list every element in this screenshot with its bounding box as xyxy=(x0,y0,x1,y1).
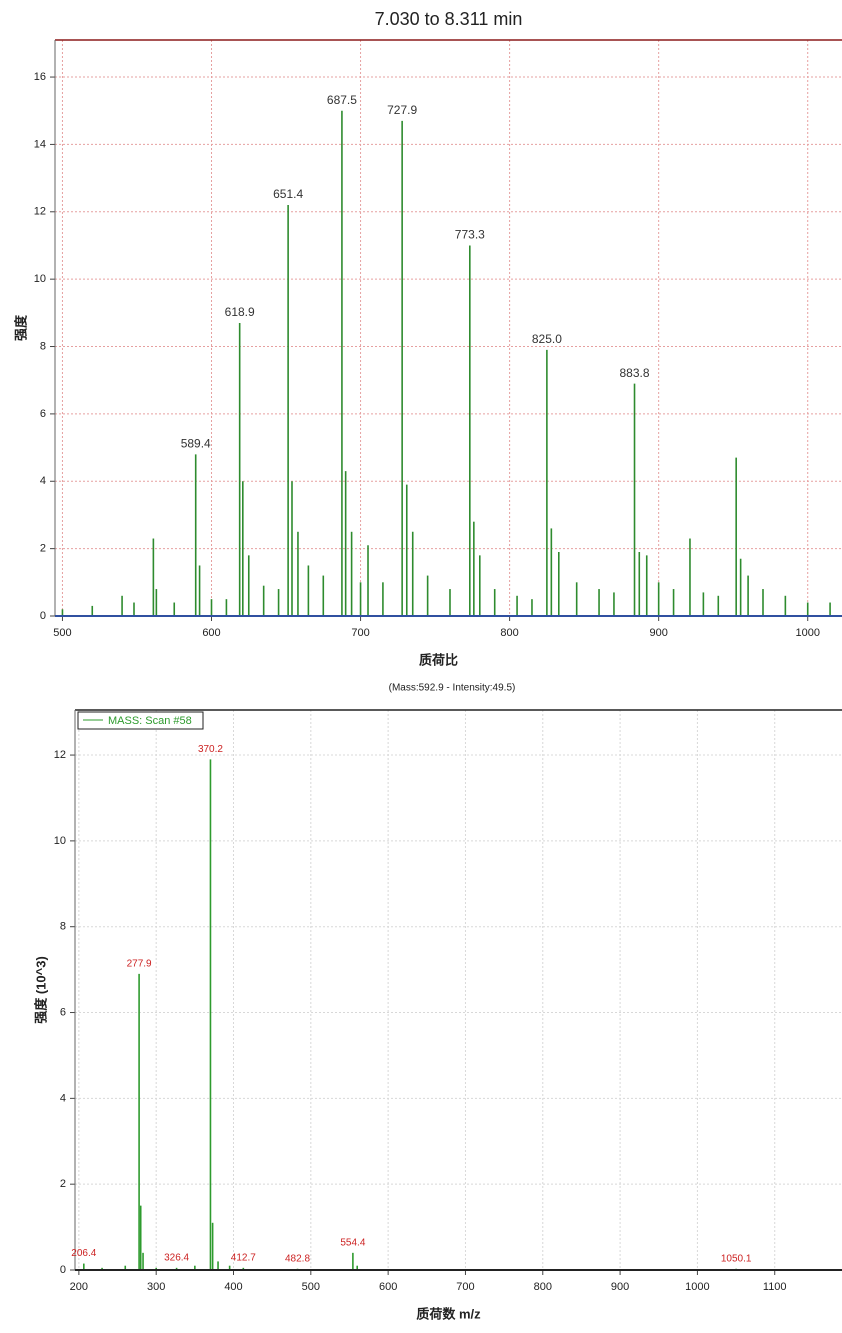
y-tick-label: 4 xyxy=(40,475,46,487)
x-tick-label: 1100 xyxy=(763,1281,787,1293)
x-tick-label: 600 xyxy=(379,1281,397,1293)
peak-label: 412.7 xyxy=(231,1252,256,1263)
y-tick-label: 16 xyxy=(34,71,46,83)
y-tick-label: 0 xyxy=(60,1264,66,1276)
y-tick-label: 2 xyxy=(60,1178,66,1190)
x-tick-label: 1000 xyxy=(685,1281,709,1293)
y-tick-label: 14 xyxy=(34,138,46,150)
x-tick-label: 500 xyxy=(302,1281,320,1293)
peak-label: 482.8 xyxy=(285,1253,310,1264)
x-tick-label: 900 xyxy=(611,1281,629,1293)
y-tick-label: 0 xyxy=(40,610,46,622)
x-tick-label: 1000 xyxy=(795,627,819,639)
x-tick-label: 800 xyxy=(534,1281,552,1293)
peak-label: 277.9 xyxy=(127,959,152,970)
peak-label: 727.9 xyxy=(387,103,417,117)
y-tick-label: 8 xyxy=(40,340,46,352)
chart-subtitle: (Mass:592.9 - Intensity:49.5) xyxy=(389,683,516,694)
x-tick-label: 600 xyxy=(202,627,220,639)
peak-label: 651.4 xyxy=(273,187,303,201)
peak-label: 687.5 xyxy=(327,93,357,107)
peak-label: 825.0 xyxy=(532,332,562,346)
peak-label: 326.4 xyxy=(164,1252,189,1263)
x-tick-label: 400 xyxy=(224,1281,242,1293)
x-tick-label: 900 xyxy=(649,627,667,639)
y-tick-label: 4 xyxy=(60,1092,66,1104)
peak-label: 589.4 xyxy=(181,436,211,450)
peak-label: 618.9 xyxy=(225,305,255,319)
y-tick-label: 6 xyxy=(40,408,46,420)
peak-label: 206.4 xyxy=(71,1248,96,1259)
x-tick-label: 700 xyxy=(456,1281,474,1293)
peak-label: 773.3 xyxy=(455,228,485,242)
x-tick-label: 300 xyxy=(147,1281,165,1293)
peak-label: 883.8 xyxy=(620,366,650,380)
legend-label: MASS: Scan #58 xyxy=(108,715,192,727)
x-tick-label: 800 xyxy=(500,627,518,639)
peak-label: 554.4 xyxy=(340,1237,365,1248)
x-axis-label: 质荷数 m/z xyxy=(416,1306,481,1321)
x-tick-label: 200 xyxy=(70,1281,88,1293)
y-tick-label: 10 xyxy=(34,273,46,285)
y-tick-label: 12 xyxy=(34,206,46,218)
y-axis-label: 强度 (10^3) xyxy=(33,956,48,1024)
y-axis-label: 强度 xyxy=(13,314,28,341)
y-tick-label: 6 xyxy=(60,1006,66,1018)
y-tick-label: 8 xyxy=(60,921,66,933)
x-axis-label: 质荷比 xyxy=(419,652,458,667)
x-tick-label: 700 xyxy=(351,627,369,639)
y-tick-label: 2 xyxy=(40,543,46,555)
chart-title: 7.030 to 8.311 min xyxy=(375,9,523,29)
y-tick-label: 10 xyxy=(54,835,66,847)
peak-label: 370.2 xyxy=(198,744,223,755)
x-tick-label: 500 xyxy=(53,627,71,639)
y-tick-label: 12 xyxy=(54,749,66,761)
legend-box xyxy=(77,711,204,730)
peak-label: 1050.1 xyxy=(721,1253,752,1264)
